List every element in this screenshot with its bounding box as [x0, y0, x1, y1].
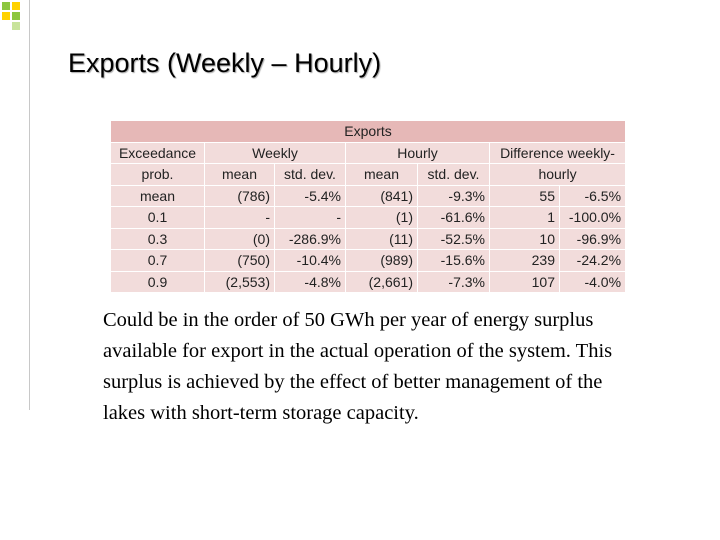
table-cell: (11) [345, 227, 418, 250]
table-cell: mean [345, 163, 418, 186]
table-cell: -9.3% [417, 184, 490, 207]
table-cell: (750) [204, 249, 275, 272]
decor [12, 22, 20, 30]
table-cell: 10 [489, 227, 560, 250]
table-cell: std. dev. [417, 163, 490, 186]
decor [12, 12, 20, 20]
table-row: 0.7 (750) -10.4% (989) -15.6% 239 -24.2% [110, 249, 627, 272]
table-row: Exceedance Weekly Hourly Difference weekly- [110, 141, 627, 164]
table-row: 0.3 (0) -286.9% (11) -52.5% 10 -96.9% [110, 227, 627, 250]
table-cell: Hourly [345, 141, 490, 164]
slide-title: Exports (Weekly – Hourly) [68, 48, 382, 78]
table-cell: -96.9% [558, 227, 627, 250]
table-cell: (1) [345, 206, 418, 229]
decor [2, 2, 10, 10]
table-cell: (786) [204, 184, 275, 207]
table-cell: (2,553) [204, 270, 275, 293]
table-cell: 55 [489, 184, 560, 207]
table-cell: -6.5% [558, 184, 627, 207]
table-cell: -7.3% [417, 270, 490, 293]
table-row: prob. mean std. dev. mean std. dev. hourly [110, 163, 627, 186]
table-cell: -4.0% [558, 270, 627, 293]
table-row: Exports [109, 120, 627, 143]
table-cell: -10.4% [274, 249, 346, 272]
table-row: 0.9 (2,553) -4.8% (2,661) -7.3% 107 -4.0% [110, 270, 627, 293]
table-cell: (989) [345, 249, 418, 272]
table-cell: Difference weekly- [488, 141, 627, 164]
table-cell: mean [204, 163, 275, 186]
table-cell: mean [110, 184, 205, 207]
table-cell: Exceedance [110, 141, 205, 164]
table-cell: 1 [489, 206, 560, 229]
divider [29, 0, 30, 410]
table-cell: - [274, 206, 346, 229]
table-cell: Weekly [204, 141, 346, 164]
decor [2, 12, 10, 20]
table-cell: - [204, 206, 275, 229]
table-cell: -4.8% [274, 270, 346, 293]
table-cell: (0) [204, 227, 275, 250]
body-text: Could be in the order of 50 GWh per year… [103, 309, 613, 424]
table-cell: -286.9% [274, 227, 346, 250]
table-cell: -52.5% [417, 227, 490, 250]
decor [12, 2, 20, 10]
table-cell: 0.7 [110, 249, 205, 272]
table-cell: 239 [489, 249, 560, 272]
table-cell: 0.3 [110, 227, 205, 250]
table-cell: 0.9 [110, 270, 205, 293]
table-cell: prob. [110, 163, 205, 186]
table-row: mean (786) -5.4% (841) -9.3% 55 -6.5% [110, 184, 627, 207]
table-cell: -61.6% [417, 206, 490, 229]
table-cell: -24.2% [558, 249, 627, 272]
table-cell: 107 [489, 270, 560, 293]
table-cell: -5.4% [274, 184, 346, 207]
table-cell: -100.0% [558, 206, 627, 229]
table-cell: -15.6% [417, 249, 490, 272]
table-cell: (841) [345, 184, 418, 207]
data-table: Exports Exceedance Weekly Hourly Difference … [109, 120, 627, 293]
table-cell: Exports [109, 120, 627, 143]
table-cell: hourly [488, 163, 627, 186]
table-row: 0.1- - (1) -61.6% 1 -100.0% [110, 206, 627, 229]
table-cell: 0.1 [110, 206, 205, 229]
table-cell: std. dev. [274, 163, 346, 186]
table-cell: (2,661) [345, 270, 418, 293]
